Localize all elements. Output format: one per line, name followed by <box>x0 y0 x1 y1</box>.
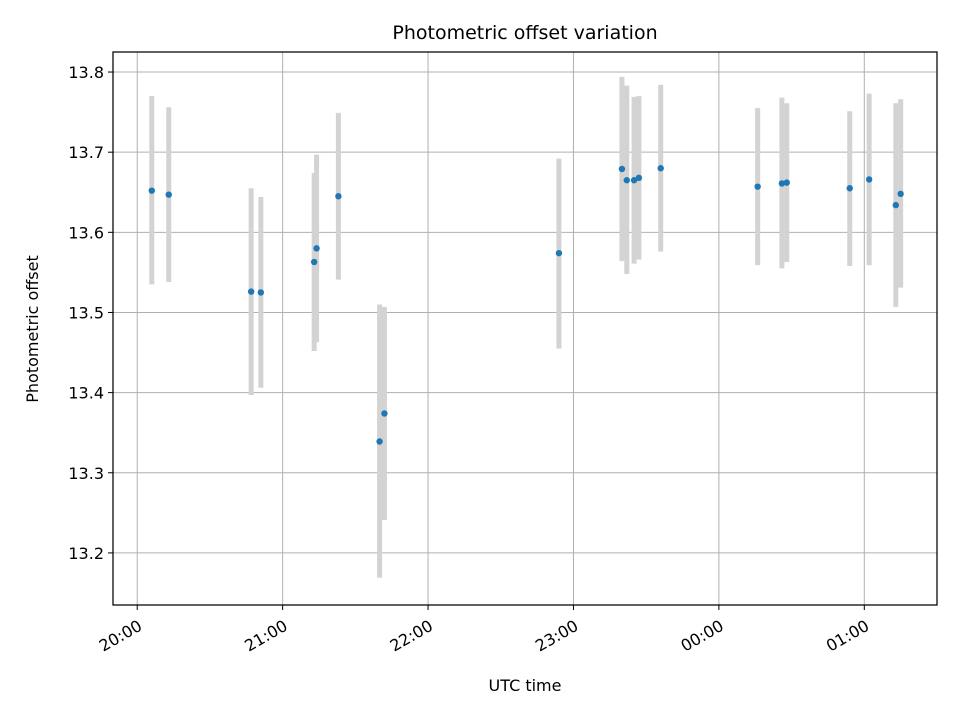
y-tick-label: 13.3 <box>68 464 104 483</box>
y-tick-label: 13.7 <box>68 143 104 162</box>
y-axis-label: Photometric offset <box>23 255 42 403</box>
chart-title: Photometric offset variation <box>392 22 657 44</box>
y-tick-label: 13.6 <box>68 223 104 242</box>
data-point <box>148 187 155 194</box>
data-points <box>148 165 904 445</box>
data-point <box>310 258 318 266</box>
y-axis-ticks: 13.2 13.3 13.4 13.5 13.6 13.7 13.8 <box>68 63 113 563</box>
y-tick-label: 13.4 <box>68 384 104 403</box>
data-point <box>783 179 790 186</box>
data-point <box>778 180 786 187</box>
data-point <box>865 176 873 183</box>
plot-frame <box>112 51 938 606</box>
data-point <box>313 245 320 252</box>
x-axis-label: UTC time <box>489 676 562 695</box>
y-tick-label: 13.5 <box>68 303 104 322</box>
data-point <box>657 165 664 172</box>
data-point <box>630 177 638 184</box>
data-point <box>376 438 383 445</box>
data-point <box>623 177 630 184</box>
data-point <box>257 289 265 296</box>
y-tick-label: 13.8 <box>68 63 104 82</box>
data-point <box>846 185 853 192</box>
data-point <box>897 190 904 198</box>
data-point <box>555 249 563 257</box>
data-point <box>335 193 342 200</box>
data-point <box>754 183 761 190</box>
y-tick-label: 13.2 <box>68 544 104 563</box>
data-point <box>892 201 899 209</box>
data-point <box>618 165 626 173</box>
data-point <box>247 288 255 295</box>
data-point <box>635 174 643 182</box>
data-point <box>165 191 172 198</box>
data-point <box>381 410 388 417</box>
